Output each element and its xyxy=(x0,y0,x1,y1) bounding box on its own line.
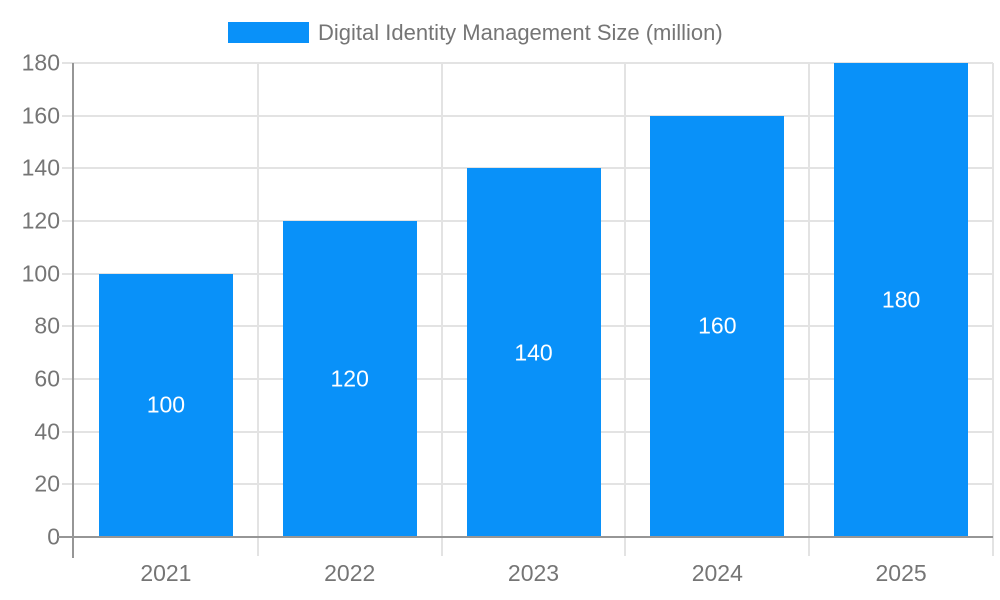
y-tick-label: 60 xyxy=(34,365,60,392)
gridline-horizontal xyxy=(74,62,993,64)
bar-value-label: 180 xyxy=(881,286,921,313)
bar-value-label: 100 xyxy=(146,391,186,418)
bar-value-label: 140 xyxy=(514,339,553,366)
y-axis-line xyxy=(72,63,74,558)
gridline-vertical xyxy=(808,63,811,537)
gridline-vertical xyxy=(624,63,627,537)
x-axis-tick xyxy=(808,536,811,556)
x-axis-tick xyxy=(256,536,259,556)
legend-label: Digital Identity Management Size (millio… xyxy=(318,20,723,45)
x-tick-label: 2024 xyxy=(691,560,743,586)
y-axis-tick xyxy=(62,167,74,170)
y-tick-label: 120 xyxy=(21,207,60,234)
y-axis-tick xyxy=(62,220,74,222)
y-axis-tick xyxy=(62,325,74,328)
gridline-vertical xyxy=(256,63,259,537)
gridline-vertical xyxy=(440,63,443,537)
bar-value-label: 160 xyxy=(698,312,737,339)
y-tick-label: 20 xyxy=(34,470,60,497)
gridline-vertical xyxy=(992,63,994,537)
legend-item[interactable]: Digital Identity Management Size (millio… xyxy=(228,20,723,45)
y-axis-tick xyxy=(62,114,74,117)
y-tick-label: 160 xyxy=(21,102,60,129)
y-tick-label: 140 xyxy=(21,154,60,181)
y-axis-tick xyxy=(62,272,74,275)
bar-2021[interactable]: 100 xyxy=(98,273,233,537)
y-axis-tick xyxy=(62,483,74,486)
y-tick-label: 40 xyxy=(34,418,60,445)
bar-2024[interactable]: 160 xyxy=(650,115,785,537)
x-tick-label: 2023 xyxy=(507,560,560,586)
y-tick-label: 80 xyxy=(34,312,60,339)
gridline-horizontal xyxy=(74,114,993,117)
bar-2022[interactable]: 120 xyxy=(282,221,417,537)
y-tick-label: 100 xyxy=(21,260,60,287)
bar-2023[interactable]: 140 xyxy=(466,168,601,537)
y-axis-tick xyxy=(62,378,74,380)
y-axis-tick xyxy=(62,430,74,433)
legend-swatch xyxy=(228,22,309,43)
bar-2025[interactable]: 180 xyxy=(834,63,969,537)
x-tick-label: 2021 xyxy=(140,560,192,586)
y-tick-label: 180 xyxy=(21,49,60,76)
x-axis-line xyxy=(58,536,993,538)
x-tick-label: 2022 xyxy=(324,560,376,586)
x-axis-tick xyxy=(992,536,994,556)
bar-value-label: 120 xyxy=(330,365,369,392)
x-axis-tick xyxy=(624,536,627,556)
x-axis-tick xyxy=(440,536,443,556)
y-tick-label: 0 xyxy=(47,523,60,550)
y-axis-tick xyxy=(62,62,74,64)
x-tick-label: 2025 xyxy=(875,560,927,586)
